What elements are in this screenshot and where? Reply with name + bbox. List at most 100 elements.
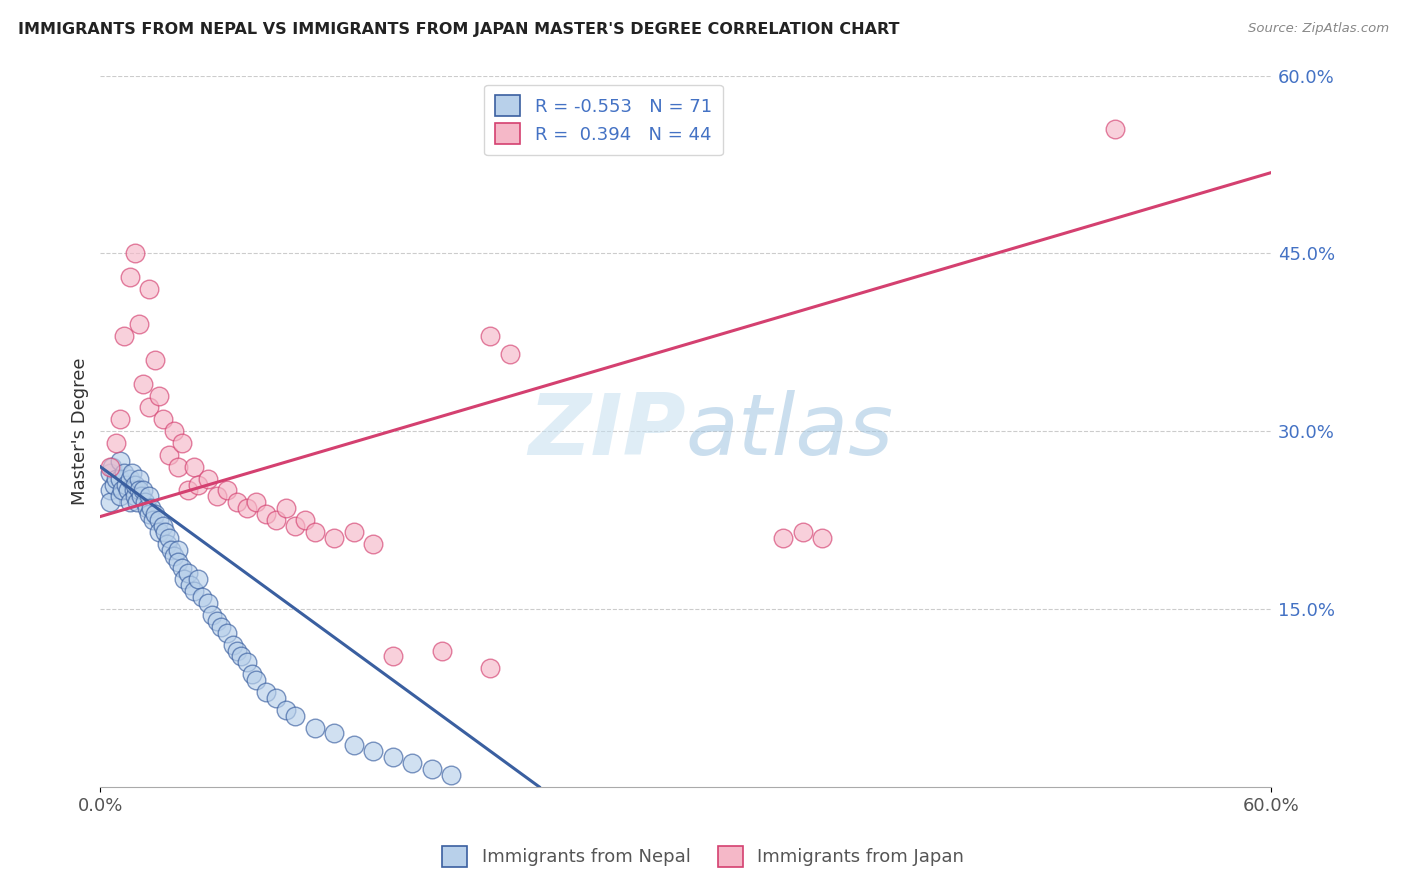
Point xyxy=(254,685,277,699)
Point xyxy=(1104,121,1126,136)
Point xyxy=(245,673,267,687)
Point xyxy=(323,531,346,545)
Point xyxy=(274,501,297,516)
Point xyxy=(167,459,190,474)
Text: Source: ZipAtlas.com: Source: ZipAtlas.com xyxy=(1249,22,1389,36)
Point xyxy=(153,524,176,539)
Point xyxy=(98,483,121,498)
Point xyxy=(183,584,205,599)
Point xyxy=(179,578,201,592)
Point xyxy=(197,596,219,610)
Point xyxy=(323,726,346,740)
Point xyxy=(177,566,200,581)
Point xyxy=(225,495,247,509)
Point xyxy=(207,489,229,503)
Point xyxy=(104,436,127,450)
Point xyxy=(108,454,131,468)
Point xyxy=(284,519,307,533)
Point xyxy=(172,560,194,574)
Point xyxy=(143,507,166,521)
Point xyxy=(163,424,186,438)
Point xyxy=(143,353,166,368)
Point xyxy=(229,649,252,664)
Point xyxy=(172,436,194,450)
Point xyxy=(197,472,219,486)
Text: ZIP: ZIP xyxy=(527,390,686,473)
Point xyxy=(121,466,143,480)
Point xyxy=(104,472,127,486)
Point xyxy=(167,542,190,557)
Point xyxy=(138,507,160,521)
Point xyxy=(294,513,316,527)
Point xyxy=(225,643,247,657)
Point xyxy=(148,524,170,539)
Point xyxy=(157,448,180,462)
Point xyxy=(217,625,239,640)
Point xyxy=(264,513,287,527)
Point xyxy=(242,667,264,681)
Point xyxy=(381,649,404,664)
Point xyxy=(122,483,145,498)
Point xyxy=(124,477,146,491)
Point xyxy=(108,472,131,486)
Point xyxy=(98,495,121,509)
Point xyxy=(152,519,174,533)
Point xyxy=(128,318,150,332)
Point xyxy=(132,483,155,498)
Legend: Immigrants from Nepal, Immigrants from Japan: Immigrants from Nepal, Immigrants from J… xyxy=(434,838,972,874)
Point xyxy=(792,524,814,539)
Point xyxy=(222,638,245,652)
Point xyxy=(173,573,195,587)
Point xyxy=(108,412,131,426)
Text: atlas: atlas xyxy=(686,390,894,473)
Point xyxy=(499,347,522,361)
Point xyxy=(167,555,190,569)
Point xyxy=(187,477,209,491)
Point xyxy=(274,703,297,717)
Point xyxy=(363,744,385,758)
Point xyxy=(343,524,366,539)
Point xyxy=(117,483,139,498)
Point xyxy=(138,401,160,415)
Point xyxy=(152,412,174,426)
Point xyxy=(103,477,125,491)
Point xyxy=(111,483,134,498)
Point xyxy=(381,750,404,764)
Legend: R = -0.553   N = 71, R =  0.394   N = 44: R = -0.553 N = 71, R = 0.394 N = 44 xyxy=(484,85,723,155)
Point xyxy=(245,495,267,509)
Point xyxy=(200,607,222,622)
Point xyxy=(284,708,307,723)
Point xyxy=(235,656,257,670)
Point xyxy=(440,768,463,782)
Point xyxy=(304,721,326,735)
Point xyxy=(112,466,135,480)
Text: IMMIGRANTS FROM NEPAL VS IMMIGRANTS FROM JAPAN MASTER'S DEGREE CORRELATION CHART: IMMIGRANTS FROM NEPAL VS IMMIGRANTS FROM… xyxy=(18,22,900,37)
Point xyxy=(148,513,170,527)
Point xyxy=(131,489,153,503)
Point xyxy=(98,466,121,480)
Point xyxy=(128,472,150,486)
Point xyxy=(157,531,180,545)
Point xyxy=(479,661,502,675)
Point xyxy=(207,614,229,628)
Point xyxy=(363,537,385,551)
Point xyxy=(138,282,160,296)
Point xyxy=(114,477,136,491)
Point xyxy=(811,531,834,545)
Point xyxy=(187,573,209,587)
Point xyxy=(772,531,794,545)
Point xyxy=(98,459,121,474)
Point xyxy=(159,542,181,557)
Point xyxy=(177,483,200,498)
Point xyxy=(183,459,205,474)
Point xyxy=(254,507,277,521)
Y-axis label: Master's Degree: Master's Degree xyxy=(72,358,89,505)
Point xyxy=(209,620,232,634)
Point xyxy=(142,513,165,527)
Point xyxy=(118,270,141,285)
Point xyxy=(156,537,179,551)
Point xyxy=(128,483,150,498)
Point xyxy=(101,459,124,474)
Point xyxy=(430,643,453,657)
Point xyxy=(420,762,443,776)
